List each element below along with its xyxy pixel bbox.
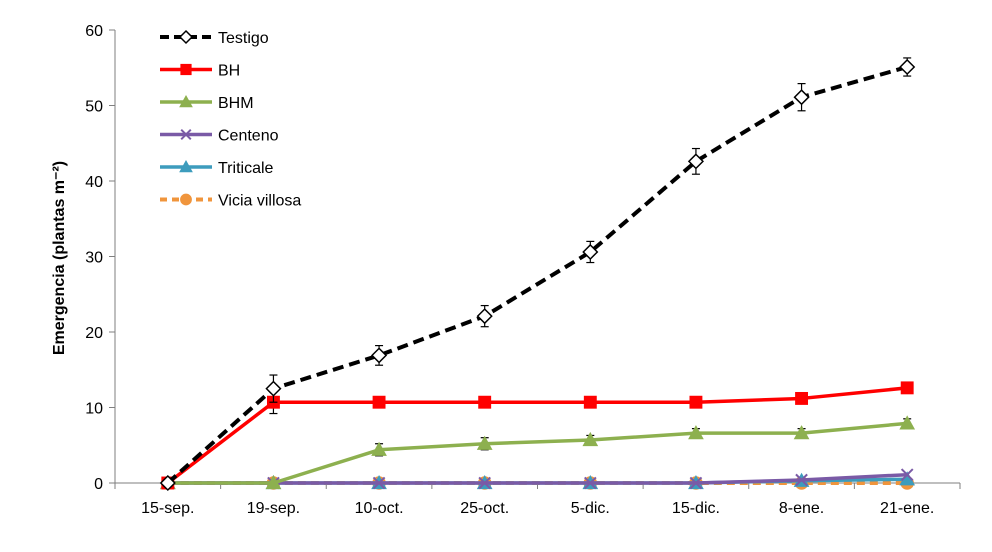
legend-label: BHM	[218, 95, 254, 112]
axes: 0 10 20 30 40 50 60 15-sep. 19-sep. 10-oct. 25-oct…	[85, 23, 961, 517]
data-point-centeno-stroke	[689, 476, 703, 490]
data-point-testigo	[793, 89, 810, 106]
y-axis-title: Emergencia (plantas m⁻²)	[51, 161, 68, 355]
series-line-bh	[166, 386, 908, 485]
data-point-bhm	[371, 441, 387, 456]
series-bhm	[159, 415, 916, 490]
x-tick-label: 15-sep.	[141, 500, 194, 517]
data-point-bhm	[688, 425, 704, 440]
data-point-testigo	[159, 474, 176, 492]
legend-item-testigo: Testigo	[160, 29, 269, 47]
data-point-centeno-stroke	[795, 473, 808, 487]
data-point-bh	[583, 395, 597, 409]
data-point-centeno	[478, 476, 491, 490]
legend-marker	[180, 63, 192, 76]
data-point-centeno	[584, 476, 597, 490]
data-point-bh	[372, 395, 386, 409]
data-point-centeno	[689, 476, 703, 490]
y-tick-label: 50	[85, 99, 103, 116]
legend-marker	[179, 94, 193, 108]
data-point-testigo	[476, 308, 493, 325]
x-tick-label: 8-ene.	[779, 500, 824, 517]
legend-item-bh: BH	[160, 63, 240, 80]
data-point-testigo	[687, 153, 704, 170]
x-tick-label: 15-dic.	[672, 500, 720, 517]
x-tick-label: 10-oct.	[355, 500, 404, 517]
data-point-testigo	[265, 380, 282, 397]
data-point-bhm	[899, 415, 916, 430]
y-tick-label: 0	[94, 476, 103, 493]
legend-marker-stroke	[180, 128, 192, 141]
data-point-centeno-stroke	[900, 468, 914, 482]
x-tick-label: 21-ene.	[880, 500, 934, 517]
legend-label: BH	[218, 63, 240, 80]
data-point-centeno	[372, 476, 386, 490]
x-tick-label: 19-sep.	[247, 500, 300, 517]
data-point-centeno	[795, 473, 808, 487]
data-point-centeno-stroke	[372, 476, 386, 490]
y-tick-label: 30	[85, 250, 103, 267]
y-tick-label: 20	[85, 325, 103, 342]
series-layer	[159, 57, 916, 492]
series-line-bhm	[167, 421, 908, 485]
data-point-centeno-stroke	[584, 476, 597, 490]
x-tick-label: 25-oct.	[460, 500, 509, 517]
data-point-bhm	[265, 474, 282, 490]
data-point-bh	[478, 395, 492, 409]
data-point-testigo	[371, 347, 388, 364]
legend-label: Testigo	[218, 30, 269, 47]
legend-marker	[180, 128, 192, 141]
legend-marker	[178, 29, 194, 45]
legend-label: Vicia villosa	[218, 193, 301, 210]
data-point-bh	[900, 381, 914, 395]
legend-marker	[180, 193, 192, 206]
data-point-testigo	[899, 58, 916, 76]
x-tick-label: 5-dic.	[571, 500, 610, 517]
legend-marker	[179, 159, 193, 173]
legend-item-centeno: Centeno	[160, 128, 279, 145]
legend-label: Centeno	[218, 128, 279, 145]
legend-item-vicia-villosa: Vicia villosa	[160, 193, 301, 210]
y-tick-label: 40	[85, 174, 103, 191]
data-point-bh	[689, 395, 703, 409]
series-line-centeno	[167, 472, 908, 485]
data-point-bhm	[582, 431, 599, 447]
series-testigo	[159, 57, 916, 492]
legend-item-triticale: Triticale	[160, 159, 274, 177]
data-point-bhm	[793, 425, 810, 440]
data-point-centeno	[900, 468, 914, 482]
series-line-testigo	[166, 65, 908, 485]
data-point-bhm	[476, 435, 493, 450]
legend-label: Triticale	[218, 160, 274, 177]
data-point-bh	[795, 391, 809, 405]
y-tick-label: 10	[85, 401, 103, 418]
legend: Testigo BH BHM Centeno Triticale Vicia villos…	[160, 29, 301, 210]
y-tick-label: 60	[85, 23, 103, 40]
data-point-centeno-stroke	[478, 476, 491, 490]
legend-item-bhm: BHM	[160, 94, 254, 112]
data-point-testigo	[582, 243, 599, 261]
